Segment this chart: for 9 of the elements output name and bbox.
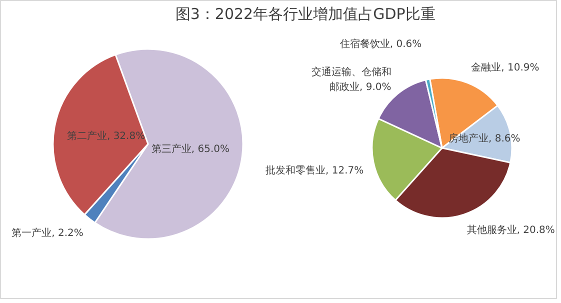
slice-label: 第一产业, 2.2% [12,226,84,239]
slice-label: 其他服务业, 20.8% [466,224,555,236]
slice-label: 批发和零售业, 12.7% [266,164,364,176]
slice-label: 交通运输、仓储和邮政业, 9.0% [311,66,392,94]
slice-label: 住宿餐饮业, 0.6% [340,38,422,50]
slice-label: 金融业, 10.9% [471,61,540,74]
slice-label: 第三产业, 65.0% [151,143,230,156]
text: 图3：2022年各行业增加值占GDP比重 [175,5,436,23]
slice-label: 第二产业, 32.8% [66,130,146,142]
